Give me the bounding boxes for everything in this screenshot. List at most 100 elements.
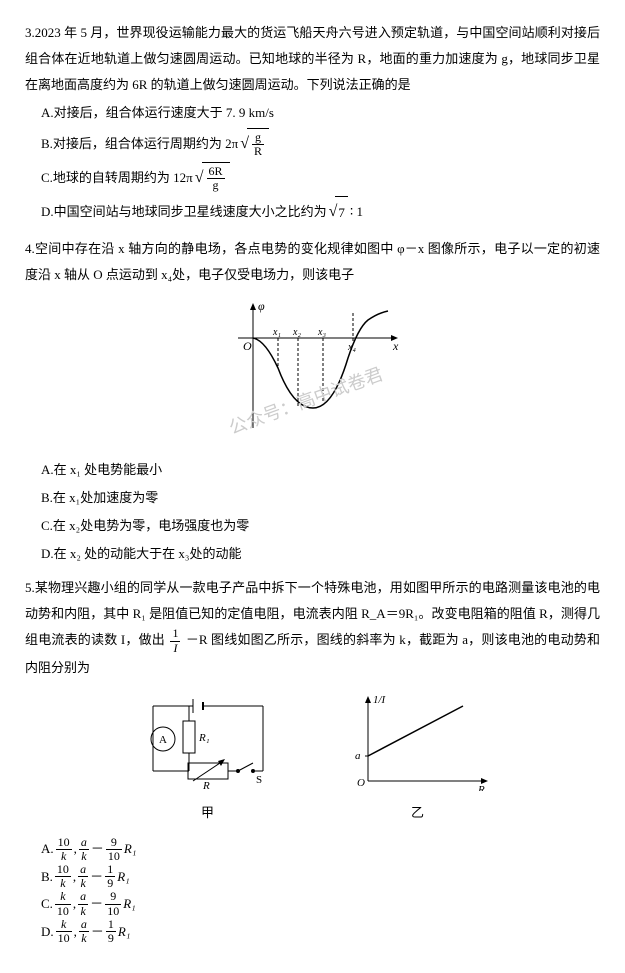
opt-pre: C. [41,891,53,917]
svg-text:A: A [159,734,167,746]
sqrt-icon: 7 [329,196,348,228]
radicand: g R [247,128,269,160]
svg-text:x: x [392,339,399,353]
q5-stem: 5.某物理兴趣小组的同学从一款电子产品中拆下一个特殊电池，用如图甲所示的电路测量… [25,575,600,681]
q3-optB-pre: B.对接后，组合体运行周期约为 2π [41,131,238,157]
svg-text:R₁: R₁ [198,732,210,744]
opt-pre: A. [41,836,54,862]
denominator: k [78,905,88,918]
denominator: 10 [56,932,72,945]
fraction: 1 I [170,627,180,654]
q3-option-c: C.地球的自转周期约为 12π 6R g [41,162,600,194]
q5-figures: A [25,691,600,826]
sep: , [73,891,76,917]
sep: , [74,919,77,945]
post: R₁ [124,836,136,862]
opt-pre: B. [41,864,53,890]
sqrt-icon: g R [240,128,269,160]
q3-options: A.对接后，组合体运行速度大于 7. 9 km/s B.对接后，组合体运行周期约… [25,100,600,228]
svg-text:x₂: x₂ [292,327,301,338]
numerator: a [78,863,88,877]
question-4: 4.空间中存在沿 x 轴方向的静电场，各点电势的变化规律如图中 φ－x 图像所示… [25,236,600,567]
denominator: 9 [106,932,116,945]
svg-text:R: R [477,784,485,791]
svg-text:O: O [357,777,365,789]
question-5: 5.某物理兴趣小组的同学从一款电子产品中拆下一个特殊电池，用如图甲所示的电路测量… [25,575,600,945]
fraction: 910 [106,836,122,863]
q5-graph: a O R 1/I [343,691,493,791]
q5-circuit: A [133,691,283,791]
denominator: 10 [105,905,121,918]
q4-option-c: C.在 x₂处电势为零，电场强度也为零 [41,513,600,539]
question-3: 3.2023 年 5 月，世界现役运输能力最大的货运飞船天舟六号进入预定轨道，与… [25,20,600,228]
numerator: a [79,836,89,850]
q4-figure-wrap: φ x O x₁ x₂ x₃ x₄ 公众号：高中试卷君 [25,298,600,447]
q4-option-a: A.在 x₁ 处电势能最小 [41,457,600,483]
fraction: g R [252,131,264,158]
minus: － [91,836,104,862]
post: R₁ [117,864,129,890]
numerator: g [252,131,264,145]
numerator: 10 [55,863,71,877]
fraction: ak [78,863,88,890]
numerator: k [55,890,71,904]
sep: , [73,864,76,890]
q3-stem: 3.2023 年 5 月，世界现役运输能力最大的货运飞船天舟六号进入预定轨道，与… [25,20,600,98]
denominator: 10 [55,905,71,918]
q4-option-b: B.在 x₁处加速度为零 [41,485,600,511]
q5-graph-caption: 乙 [343,800,493,826]
radicand: 6R g [202,162,230,194]
svg-text:x₃: x₃ [317,327,326,338]
svg-text:φ: φ [258,299,265,313]
q3-option-b: B.对接后，组合体运行周期约为 2π g R [41,128,600,160]
q4-option-d: D.在 x₂ 处的动能大于在 x₃处的动能 [41,541,600,567]
q4-graph: φ x O x₁ x₂ x₃ x₄ [223,298,403,438]
fraction: k10 [55,890,71,917]
q5-graph-wrap: a O R 1/I 乙 [343,691,493,826]
minus: － [91,919,104,945]
q5-option-a: A. 10k , ak － 910 R₁ [41,836,309,863]
numerator: 1 [170,627,180,641]
q5-option-b: B. 10k , ak － 19 R₁ [41,863,309,890]
fraction: 6R g [207,165,225,192]
denominator: R [252,145,264,158]
fraction: ak [79,918,89,945]
q3-optD-post: ∶ 1 [350,199,363,225]
numerator: 9 [106,836,122,850]
svg-text:O: O [243,339,252,353]
svg-text:1/I: 1/I [373,694,387,706]
minus: － [90,864,103,890]
q5-option-c: C. k10 , ak － 910 R₁ [41,890,309,917]
radicand: 7 [335,196,348,228]
svg-text:x₄: x₄ [347,342,356,353]
fraction: 910 [105,890,121,917]
q5-circuit-caption: 甲 [133,800,283,826]
numerator: k [56,918,72,932]
numerator: 1 [105,863,115,877]
fraction: 10k [56,836,72,863]
q3-optC-pre: C.地球的自转周期约为 12π [41,165,193,191]
fraction: 10k [55,863,71,890]
svg-text:S: S [256,774,262,786]
fraction: 19 [105,863,115,890]
sqrt-icon: 6R g [195,162,230,194]
opt-pre: D. [41,919,54,945]
post: R₁ [118,919,130,945]
numerator: 6R [207,165,225,179]
q3-optD-pre: D.中国空间站与地球同步卫星线速度大小之比约为 [41,199,327,225]
sep: , [74,836,77,862]
q3-optA-text: A.对接后，组合体运行速度大于 7. 9 km/s [41,100,274,126]
q5-option-d: D. k10 , ak － 19 R₁ [41,918,309,945]
svg-text:a: a [355,750,361,762]
q5-options-row1: A. 10k , ak － 910 R₁ B. 10k , ak － 19 R₁ [25,836,600,891]
denominator: k [79,932,89,945]
svg-text:x₁: x₁ [272,327,281,338]
numerator: a [78,890,88,904]
numerator: 10 [56,836,72,850]
numerator: 9 [105,890,121,904]
fraction: ak [78,890,88,917]
q4-stem: 4.空间中存在沿 x 轴方向的静电场，各点电势的变化规律如图中 φ－x 图像所示… [25,236,600,288]
q3-option-a: A.对接后，组合体运行速度大于 7. 9 km/s [41,100,600,126]
svg-text:R: R [202,780,210,791]
q5-options-row2: C. k10 , ak － 910 R₁ D. k10 , ak － 19 R₁ [25,890,600,945]
